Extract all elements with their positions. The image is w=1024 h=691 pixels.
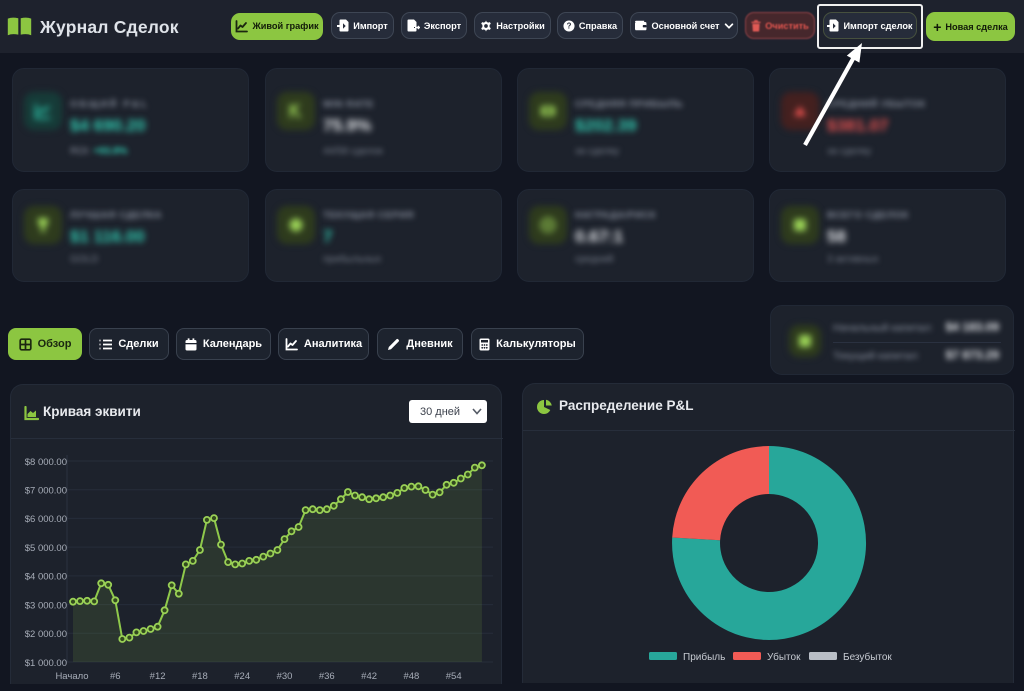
svg-text:Безубыток: Безубыток [843, 651, 892, 663]
svg-text:#12: #12 [150, 671, 166, 682]
svg-text:#42: #42 [361, 671, 377, 682]
svg-text:?: ? [566, 21, 571, 30]
svg-text:#18: #18 [192, 671, 208, 682]
svg-text:#54: #54 [446, 671, 462, 682]
svg-text:Убыток: Убыток [767, 651, 801, 663]
svg-text:#48: #48 [403, 671, 419, 682]
svg-text:$7 000.00: $7 000.00 [25, 486, 67, 497]
svg-text:#24: #24 [234, 671, 250, 682]
svg-text:#30: #30 [277, 671, 293, 682]
svg-text:$1 000.00: $1 000.00 [25, 658, 67, 669]
svg-text:$5 000.00: $5 000.00 [25, 543, 67, 554]
svg-text:$6 000.00: $6 000.00 [25, 514, 67, 525]
svg-text:#36: #36 [319, 671, 335, 682]
svg-text:$3 000.00: $3 000.00 [25, 600, 67, 611]
svg-text:Прибыль: Прибыль [683, 651, 725, 663]
svg-text:$2 000.00: $2 000.00 [25, 629, 67, 640]
svg-text:#6: #6 [110, 671, 121, 682]
svg-text:$8 000.00: $8 000.00 [25, 457, 67, 468]
svg-text:Начало: Начало [55, 671, 88, 682]
svg-text:$4 000.00: $4 000.00 [25, 572, 67, 583]
